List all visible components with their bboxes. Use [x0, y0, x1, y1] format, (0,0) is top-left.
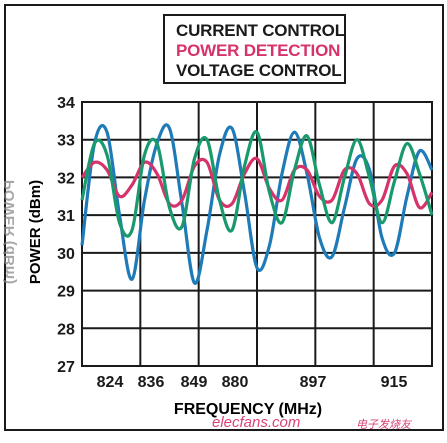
y-tick-label: 33 [57, 133, 75, 150]
y-tick-label: 30 [57, 246, 75, 263]
y-axis-label: POWER (dBm) [27, 180, 44, 284]
legend-current-control: CURRENT CONTROL [176, 21, 345, 40]
series-line-voltage-control [80, 130, 434, 238]
x-tick-label: 836 [138, 374, 165, 391]
watermark-cn: 电子发烧友 [356, 418, 411, 431]
x-tick-label: 880 [222, 374, 249, 391]
legend-power-detection: POWER DETECTION [176, 41, 341, 60]
legend-voltage-control: VOLTAGE CONTROL [176, 61, 342, 80]
y-tick-label: 28 [57, 321, 75, 338]
y-tick-label: 32 [57, 170, 75, 187]
watermark-site: elecfans.com [212, 414, 301, 431]
x-tick-label: 824 [97, 374, 124, 391]
x-axis-label: FREQUENCY (MHz) [174, 401, 322, 418]
chart-legend: CURRENT CONTROL POWER DETECTION VOLTAGE … [163, 14, 346, 84]
x-tick-label: 849 [181, 374, 208, 391]
y-axis-label-mirrored: POWER (dBm) [1, 180, 18, 284]
y-tick-label: 27 [57, 359, 75, 376]
y-tick-label: 34 [57, 95, 75, 112]
series-line-current-control [80, 123, 434, 285]
x-tick-label: 897 [300, 374, 327, 391]
x-tick-label: 915 [381, 374, 408, 391]
y-tick-label: 31 [57, 208, 75, 225]
y-tick-label: 29 [57, 284, 75, 301]
